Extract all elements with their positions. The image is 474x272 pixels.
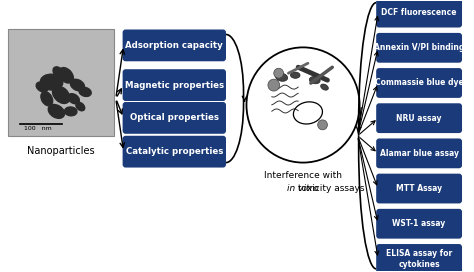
Text: DCF fluorescence: DCF fluorescence	[382, 8, 457, 17]
Ellipse shape	[36, 82, 48, 92]
FancyBboxPatch shape	[376, 244, 462, 272]
Ellipse shape	[275, 73, 288, 81]
Text: in vitro: in vitro	[287, 184, 319, 193]
Ellipse shape	[291, 72, 300, 78]
Text: Commassie blue dye: Commassie blue dye	[375, 79, 464, 88]
Text: WST-1 assay: WST-1 assay	[392, 219, 446, 228]
Text: Optical properties: Optical properties	[130, 113, 219, 122]
Ellipse shape	[53, 86, 70, 103]
FancyBboxPatch shape	[9, 29, 114, 136]
Circle shape	[268, 79, 280, 91]
FancyBboxPatch shape	[376, 209, 462, 239]
Text: Nanoparticles: Nanoparticles	[27, 146, 95, 156]
FancyBboxPatch shape	[123, 69, 226, 101]
FancyBboxPatch shape	[376, 174, 462, 203]
Text: 100   nm: 100 nm	[24, 126, 52, 131]
Circle shape	[318, 120, 328, 130]
Ellipse shape	[79, 87, 91, 97]
Ellipse shape	[70, 79, 84, 91]
Ellipse shape	[40, 74, 63, 90]
FancyBboxPatch shape	[376, 33, 462, 63]
FancyBboxPatch shape	[376, 68, 462, 98]
FancyBboxPatch shape	[123, 102, 226, 134]
Text: Adsorption capacity: Adsorption capacity	[126, 41, 223, 50]
Text: ELISA assay for
cytokines: ELISA assay for cytokines	[386, 249, 452, 269]
Circle shape	[274, 68, 283, 78]
FancyBboxPatch shape	[376, 0, 462, 27]
FancyBboxPatch shape	[376, 103, 462, 133]
Text: Catalytic properties: Catalytic properties	[126, 147, 223, 156]
Text: Annexin V/PI binding: Annexin V/PI binding	[374, 43, 465, 52]
Ellipse shape	[59, 68, 73, 83]
Ellipse shape	[321, 84, 328, 90]
Text: Magnetic properties: Magnetic properties	[125, 81, 224, 89]
FancyBboxPatch shape	[376, 138, 462, 168]
Text: Interference with: Interference with	[264, 171, 342, 180]
Text: NRU assay: NRU assay	[396, 114, 442, 123]
Text: Alamar blue assay: Alamar blue assay	[380, 149, 459, 158]
Ellipse shape	[310, 76, 320, 84]
Ellipse shape	[64, 107, 77, 116]
Ellipse shape	[68, 94, 79, 104]
Ellipse shape	[48, 104, 64, 118]
Ellipse shape	[76, 102, 85, 111]
Ellipse shape	[53, 67, 64, 78]
FancyBboxPatch shape	[123, 29, 226, 61]
Ellipse shape	[41, 92, 53, 106]
Text: MTT Assay: MTT Assay	[396, 184, 442, 193]
Text: toxicity assays: toxicity assays	[295, 184, 364, 193]
FancyBboxPatch shape	[123, 136, 226, 168]
